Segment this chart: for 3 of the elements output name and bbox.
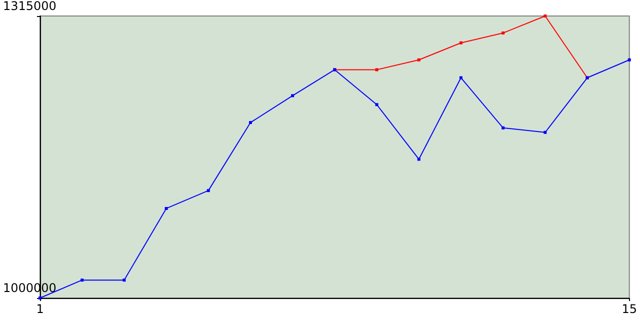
x-tick-label: 15 [622, 302, 638, 316]
y-tick-label: 1315000 [3, 0, 56, 13]
x-tick-label: 1 [36, 302, 44, 316]
